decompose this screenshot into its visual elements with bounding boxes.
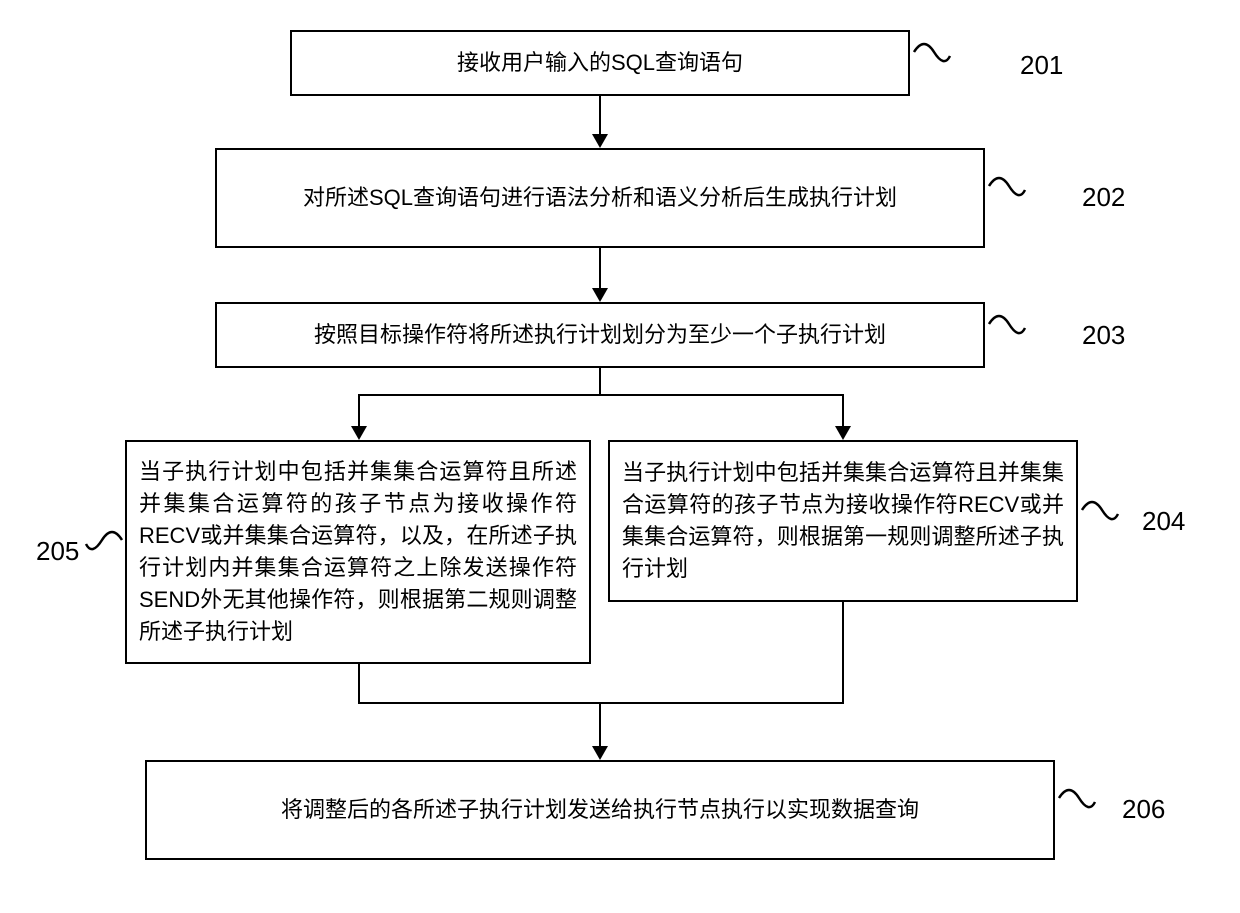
edge <box>358 664 360 702</box>
node-text: 按照目标操作符将所述执行计划划分为至少一个子执行计划 <box>314 319 886 351</box>
annotation-connector <box>987 168 1027 228</box>
edge-arrowhead <box>592 134 608 148</box>
node-text: 当子执行计划中包括并集集合运算符且所述并集集合运算符的孩子节点为接收操作符REC… <box>139 456 577 647</box>
edge <box>599 248 601 288</box>
step-label-204: 204 <box>1142 506 1185 537</box>
edge <box>599 96 601 134</box>
flow-node-205: 当子执行计划中包括并集集合运算符且所述并集集合运算符的孩子节点为接收操作符REC… <box>125 440 591 664</box>
edge <box>599 702 601 746</box>
flow-node-206: 将调整后的各所述子执行计划发送给执行节点执行以实现数据查询 <box>145 760 1055 860</box>
edge <box>842 394 844 426</box>
node-text: 当子执行计划中包括并集集合运算符且并集集合运算符的孩子节点为接收操作符RECV或… <box>622 457 1064 585</box>
edge-arrowhead <box>835 426 851 440</box>
flow-node-204: 当子执行计划中包括并集集合运算符且并集集合运算符的孩子节点为接收操作符RECV或… <box>608 440 1078 602</box>
edge-arrowhead <box>351 426 367 440</box>
flowchart-canvas: 接收用户输入的SQL查询语句 201 对所述SQL查询语句进行语法分析和语义分析… <box>20 20 1220 893</box>
edge <box>842 602 844 702</box>
flow-node-203: 按照目标操作符将所述执行计划划分为至少一个子执行计划 <box>215 302 985 368</box>
node-text: 将调整后的各所述子执行计划发送给执行节点执行以实现数据查询 <box>281 794 919 826</box>
edge-arrowhead <box>592 288 608 302</box>
step-label-202: 202 <box>1082 182 1125 213</box>
flow-node-202: 对所述SQL查询语句进行语法分析和语义分析后生成执行计划 <box>215 148 985 248</box>
edge <box>358 394 844 396</box>
edge <box>358 394 360 426</box>
annotation-connector <box>912 34 952 94</box>
node-text: 接收用户输入的SQL查询语句 <box>457 47 743 79</box>
flow-node-201: 接收用户输入的SQL查询语句 <box>290 30 910 96</box>
step-label-205: 205 <box>36 536 79 567</box>
step-label-206: 206 <box>1122 794 1165 825</box>
annotation-connector <box>1080 492 1120 552</box>
node-text: 对所述SQL查询语句进行语法分析和语义分析后生成执行计划 <box>303 182 897 214</box>
annotation-connector <box>987 306 1027 366</box>
edge-arrowhead <box>592 746 608 760</box>
annotation-connector <box>84 522 124 582</box>
edge <box>599 368 601 394</box>
step-label-201: 201 <box>1020 50 1063 81</box>
annotation-connector <box>1057 780 1097 840</box>
step-label-203: 203 <box>1082 320 1125 351</box>
edge <box>358 702 844 704</box>
